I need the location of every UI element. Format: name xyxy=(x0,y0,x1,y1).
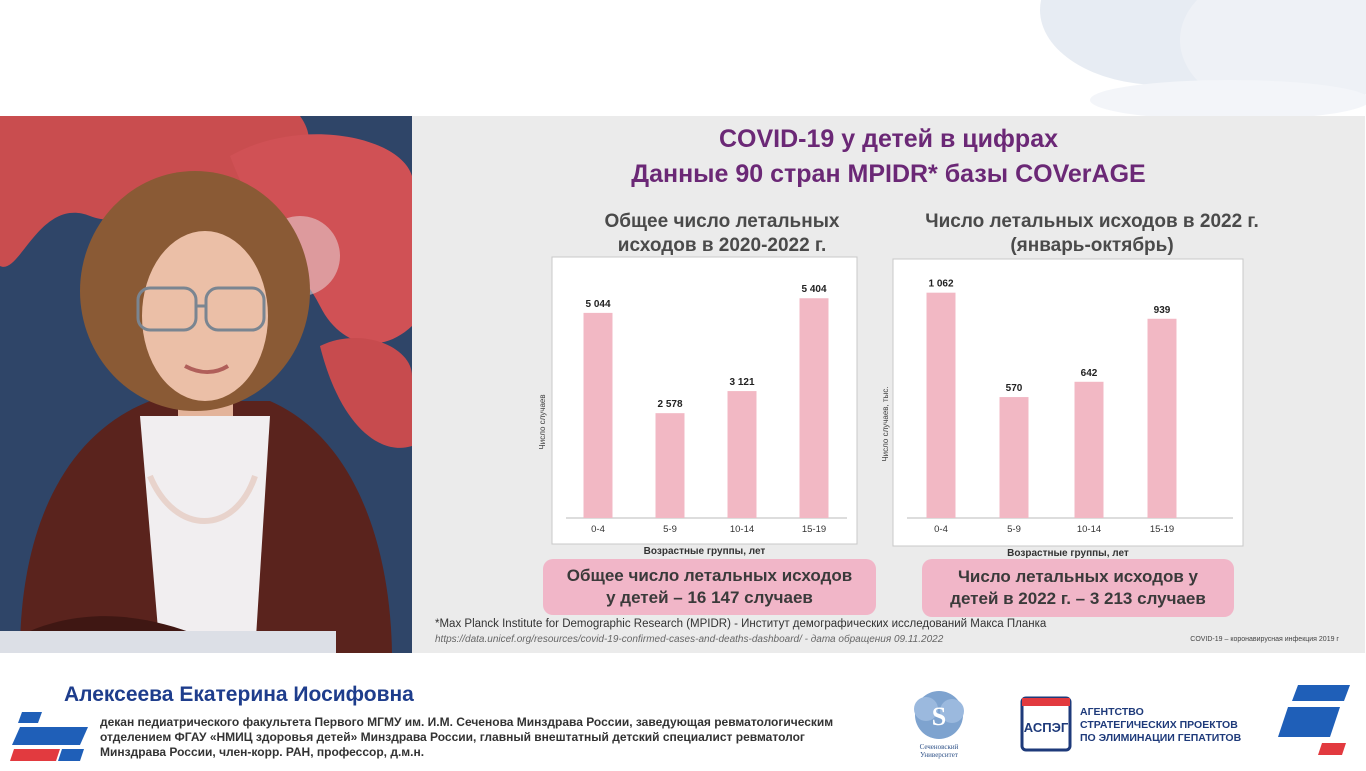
event-logo-right xyxy=(1278,685,1350,755)
chart2-value-label: 1 062 xyxy=(928,279,953,290)
summary1-line2: у детей – 16 147 случаев xyxy=(606,588,813,607)
speaker-image xyxy=(0,116,412,653)
chart1-x-axis-label: Возрастные группы, лет xyxy=(644,546,766,557)
chart1-title: Общее число летальных исходов в 2020-202… xyxy=(552,210,892,258)
background-blobs xyxy=(1040,0,1366,116)
chart1-bar xyxy=(727,391,757,518)
bio-line2: отделением ФГАУ «НМИЦ здоровья детей» Ми… xyxy=(100,730,805,744)
chart2-tick-label: 0-4 xyxy=(934,524,948,535)
chart1-tick-label: 5-9 xyxy=(663,524,677,535)
slide-title-line2: Данные 90 стран MPIDR* базы COVerAGE xyxy=(631,160,1146,188)
chart2-x-axis-label: Возрастные группы, лет xyxy=(1007,548,1129,559)
chart1-value-label: 3 121 xyxy=(729,377,754,388)
chart1-title-line2: исходов в 2020-2022 г. xyxy=(617,235,827,256)
chart1-tick-label: 0-4 xyxy=(591,524,605,535)
chart2-tick-label: 5-9 xyxy=(1007,524,1021,535)
event-logo-left xyxy=(10,712,88,761)
top-decoration xyxy=(0,0,1366,116)
agency-line1: АГЕНТСТВО xyxy=(1080,706,1144,718)
chart1-y-axis-label: Число случаев xyxy=(538,394,547,449)
speaker-bio: декан педиатрического факультета Первого… xyxy=(100,715,900,760)
chart2-value-label: 570 xyxy=(1006,383,1023,394)
chart2-value-label: 642 xyxy=(1081,368,1098,379)
sechenov-caption: Сеченовский Университет xyxy=(908,743,970,759)
chart1-tick-label: 10-14 xyxy=(730,524,754,535)
chart1-value-label: 5 404 xyxy=(801,284,826,295)
presentation-slide: COVID-19 у детей в цифрах Данные 90 стра… xyxy=(412,116,1365,653)
seal-caption-line1: Сеченовский xyxy=(919,743,959,751)
chart2-tick-label: 15-19 xyxy=(1150,524,1174,535)
chart2-bar xyxy=(1074,381,1104,518)
bio-line3: Минздрава России, член-корр. РАН, профес… xyxy=(100,745,425,759)
seal-caption-line2: Университет xyxy=(920,751,958,759)
chart1-tick-label: 15-19 xyxy=(802,524,826,535)
summary2-line2: детей в 2022 г. – 3 213 случаев xyxy=(950,589,1206,608)
chart2-bar xyxy=(926,292,956,518)
chart1-bar xyxy=(655,413,685,518)
summary2-line1: Число летальных исходов у xyxy=(957,567,1198,586)
chart2-value-label: 939 xyxy=(1154,305,1171,316)
abbreviation-note: COVID-19 – коронавирусная инфекция 2019 … xyxy=(1190,636,1339,643)
speaker-name: Алексеева Екатерина Иосифовна xyxy=(64,683,414,706)
chart1-value-label: 5 044 xyxy=(585,299,610,310)
chart2-title-line1: Число летальных исходов в 2022 г. xyxy=(925,211,1259,232)
chart1-bar xyxy=(583,312,613,518)
chart2-tick-label: 10-14 xyxy=(1077,524,1101,535)
footnote: *Max Planck Institute for Demographic Re… xyxy=(435,618,1047,630)
bar-charts: 5 044 0-4 2 578 5-9 3 121 10-14 5 404 15-19 Возр… xyxy=(538,256,1244,559)
summary1-line1: Общее число летальных исходов xyxy=(566,566,853,585)
chart2-bar xyxy=(999,397,1029,518)
chart1-title-line1: Общее число летальных xyxy=(604,211,840,232)
agency-line3: ПО ЭЛИМИНАЦИИ ГЕПАТИТОВ xyxy=(1080,732,1242,744)
agency-name: АГЕНТСТВО СТРАТЕГИЧЕСКИХ ПРОЕКТОВ ПО ЭЛИ… xyxy=(1080,706,1241,745)
lower-third: Алексеева Екатерина Иосифовна декан педи… xyxy=(0,653,1366,768)
summary-box-2022: Число летальных исходов у детей в 2022 г… xyxy=(922,559,1234,617)
agency-line2: СТРАТЕГИЧЕСКИХ ПРОЕКТОВ xyxy=(1080,719,1238,731)
sechenov-university-logo: S xyxy=(914,691,964,739)
slide-title: COVID-19 у детей в цифрах Данные 90 стра… xyxy=(412,122,1365,192)
speaker-video xyxy=(0,116,412,653)
chart2-bar xyxy=(1147,318,1177,518)
svg-text:S: S xyxy=(932,702,946,731)
source-link[interactable]: https://data.unicef.org/resources/covid-… xyxy=(435,634,944,645)
chart1-bar xyxy=(799,298,829,518)
chart2-title: Число летальных исходов в 2022 г. (январ… xyxy=(902,210,1282,258)
agency-logo: АСПЭГ xyxy=(1020,696,1072,752)
bio-line1: декан педиатрического факультета Первого… xyxy=(100,715,834,729)
chart1-value-label: 2 578 xyxy=(657,399,682,410)
chart2-title-line2: (январь-октябрь) xyxy=(1010,235,1174,256)
agency-logo-letters: АСПЭГ xyxy=(1024,720,1069,735)
summary-box-total: Общее число летальных исходов у детей – … xyxy=(543,559,876,615)
chart2-y-axis-label: Число случаев, тыс. xyxy=(881,386,890,461)
slide-title-line1: COVID-19 у детей в цифрах xyxy=(718,125,1058,153)
